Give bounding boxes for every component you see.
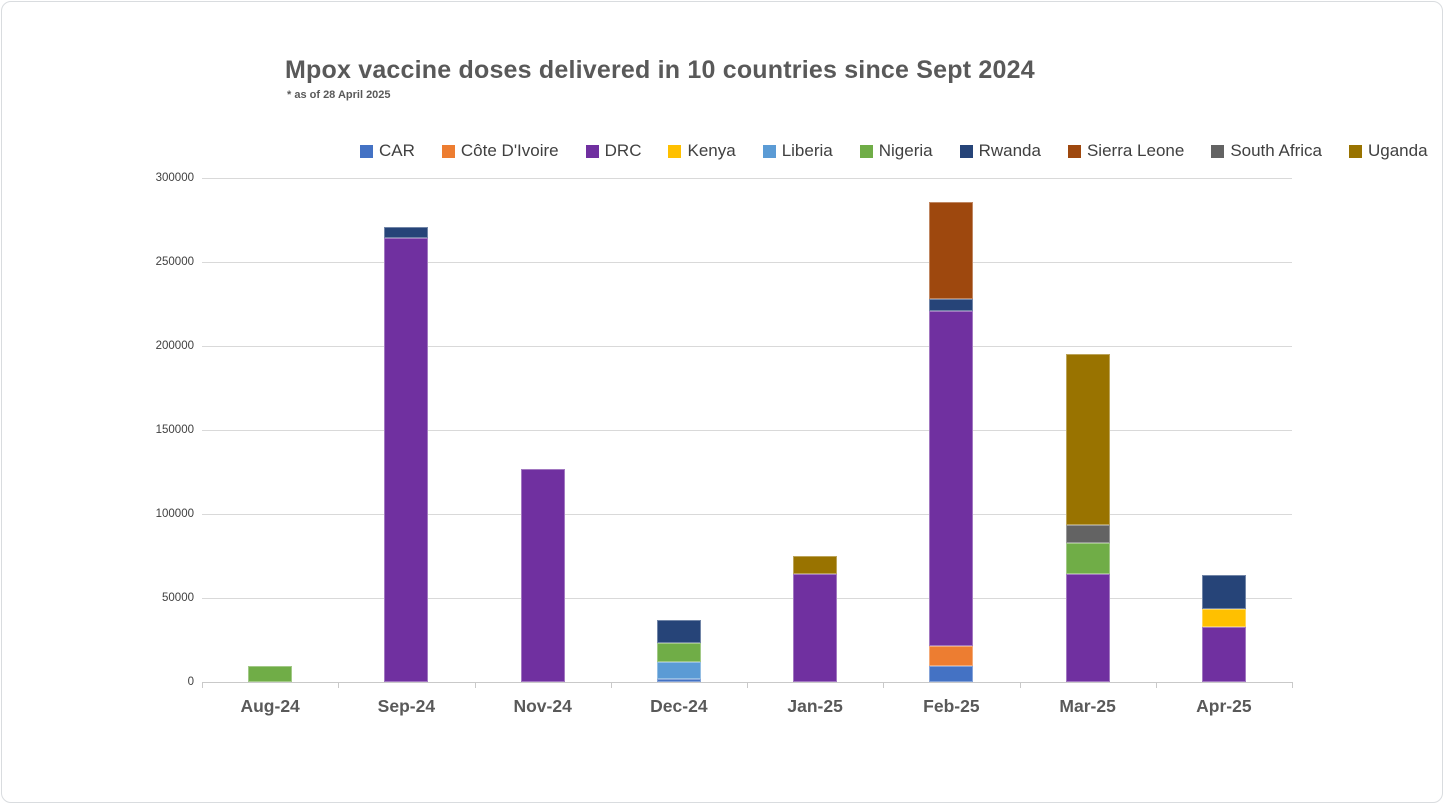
legend-label-sierra-leone: Sierra Leone bbox=[1086, 141, 1185, 160]
liberia-swatch-icon bbox=[762, 144, 776, 158]
plot-area bbox=[202, 178, 1293, 688]
x-tick-label-feb-25: Feb-25 bbox=[923, 696, 980, 716]
bar-segment-mar-25-uganda bbox=[1065, 353, 1110, 525]
bar-nov-24 bbox=[520, 178, 565, 682]
x-axis-tick bbox=[747, 682, 748, 688]
bar-segment-dec-24-nigeria bbox=[656, 642, 701, 662]
legend-item-kenya: Kenya bbox=[668, 141, 736, 161]
bar-segment-jan-25-drc bbox=[793, 574, 838, 682]
legend-label-c-te-d-ivoire: Côte D'Ivoire bbox=[460, 141, 559, 160]
bar-segment-feb-25-rwanda bbox=[929, 298, 974, 311]
south-africa-swatch-icon bbox=[1211, 144, 1225, 158]
bar-aug-24 bbox=[248, 178, 293, 682]
chart-subtitle: * as of 28 April 2025 bbox=[287, 89, 391, 101]
x-axis-tick bbox=[1155, 682, 1157, 688]
x-axis-tick bbox=[610, 682, 612, 688]
chart-title: Mpox vaccine doses delivered in 10 count… bbox=[285, 56, 1035, 84]
bar-segment-apr-25-drc bbox=[1201, 626, 1246, 682]
x-axis: Aug-24 Sep-24 Nov-24 Dec-24 Jan-25 Feb-25 Mar-… bbox=[202, 696, 1292, 720]
y-tick-label-150000: 150000 bbox=[155, 424, 194, 436]
x-axis-tick bbox=[1292, 682, 1293, 688]
gridline-200000 bbox=[202, 346, 1292, 347]
bar-segment-feb-25-c-te-d-ivoire bbox=[929, 645, 974, 667]
legend-label-car: CAR bbox=[379, 141, 415, 160]
gridline-250000 bbox=[202, 262, 1292, 263]
legend-item-sierra-leone: Sierra Leone bbox=[1067, 141, 1185, 161]
bar-segment-feb-25-drc bbox=[929, 310, 974, 646]
x-tick-label-mar-25: Mar-25 bbox=[1059, 696, 1116, 716]
y-axis: 300000 250000 200000 150000 100000 50000 0 bbox=[62, 172, 194, 688]
kenya-swatch-icon bbox=[668, 144, 682, 158]
legend-label-drc: DRC bbox=[604, 141, 642, 160]
x-axis-tick bbox=[202, 682, 203, 688]
legend-item-c-te-d-ivoire: Côte D'Ivoire bbox=[441, 141, 559, 161]
y-tick-label-300000: 300000 bbox=[155, 172, 194, 184]
bar-segment-nov-24-drc bbox=[520, 468, 565, 682]
legend-item-nigeria: Nigeria bbox=[859, 141, 933, 161]
x-tick-label-jan-25: Jan-25 bbox=[787, 696, 843, 716]
rwanda-swatch-icon bbox=[959, 144, 973, 158]
bar-segment-dec-24-rwanda bbox=[656, 619, 701, 643]
bar-segment-aug-24-nigeria bbox=[248, 666, 293, 682]
y-tick-label-250000: 250000 bbox=[155, 255, 194, 268]
bar-segment-mar-25-nigeria bbox=[1065, 542, 1110, 575]
y-tick-label-50000: 50000 bbox=[162, 592, 194, 604]
bar-segment-mar-25-drc bbox=[1065, 574, 1110, 682]
bar-segment-feb-25-sierra-leone bbox=[929, 201, 974, 299]
legend-item-liberia: Liberia bbox=[762, 141, 833, 161]
x-tick-label-nov-24: Nov-24 bbox=[513, 696, 572, 716]
bar-sep-24 bbox=[384, 178, 429, 682]
bar-apr-25 bbox=[1201, 178, 1246, 682]
bar-segment-sep-24-drc bbox=[384, 238, 429, 682]
legend-label-kenya: Kenya bbox=[687, 141, 736, 160]
legend-item-uganda: Uganda bbox=[1348, 141, 1428, 161]
bar-segment-apr-25-kenya bbox=[1201, 608, 1246, 627]
bar-feb-25 bbox=[929, 178, 974, 682]
y-tick-label-100000: 100000 bbox=[155, 507, 194, 520]
bar-segment-feb-25-car bbox=[929, 666, 974, 682]
bar-segment-apr-25-rwanda bbox=[1201, 575, 1246, 609]
c-te-d-ivoire-swatch-icon bbox=[441, 144, 455, 158]
bar-dec-24 bbox=[656, 178, 701, 682]
x-tick-label-aug-24: Aug-24 bbox=[240, 696, 300, 716]
legend-item-car: CAR bbox=[360, 141, 415, 161]
y-tick-label-200000: 200000 bbox=[155, 339, 194, 352]
x-tick-label-sep-24: Sep-24 bbox=[377, 696, 436, 716]
gridline-150000 bbox=[202, 430, 1292, 431]
bar-segment-mar-25-south-africa bbox=[1065, 524, 1110, 543]
legend-label-south-africa: South Africa bbox=[1230, 141, 1322, 160]
legend-item-rwanda: Rwanda bbox=[959, 141, 1041, 161]
nigeria-swatch-icon bbox=[859, 144, 873, 158]
bar-segment-jan-25-uganda bbox=[793, 556, 838, 575]
legend-label-uganda: Uganda bbox=[1367, 141, 1428, 160]
gridline-100000 bbox=[202, 514, 1292, 515]
car-swatch-icon bbox=[360, 144, 373, 158]
gridline-50000 bbox=[202, 598, 1292, 599]
legend-label-nigeria: Nigeria bbox=[878, 141, 933, 160]
x-tick-label-apr-25: Apr-25 bbox=[1196, 696, 1252, 716]
legend-item-south-africa: South Africa bbox=[1211, 141, 1322, 161]
bar-segment-sep-24-rwanda bbox=[384, 226, 429, 239]
bar-mar-25 bbox=[1065, 178, 1110, 682]
legend-item-drc: DRC bbox=[585, 141, 642, 161]
legend-label-liberia: Liberia bbox=[781, 141, 833, 160]
bar-segment-dec-24-car bbox=[656, 678, 701, 682]
x-tick-label-dec-24: Dec-24 bbox=[650, 696, 708, 716]
x-axis-tick bbox=[338, 682, 340, 688]
y-tick-label-0: 0 bbox=[187, 676, 194, 688]
sierra-leone-swatch-icon bbox=[1067, 144, 1081, 158]
bar-segment-dec-24-liberia bbox=[656, 661, 701, 679]
drc-swatch-icon bbox=[585, 144, 599, 158]
x-axis-tick bbox=[474, 682, 476, 688]
gridline-300000 bbox=[202, 178, 1292, 179]
x-axis-tick bbox=[883, 682, 885, 688]
x-axis-tick bbox=[1019, 682, 1021, 688]
legend-label-rwanda: Rwanda bbox=[978, 141, 1041, 160]
uganda-swatch-icon bbox=[1348, 144, 1362, 158]
chart-legend: CAR Côte D'Ivoire DRC Kenya Liberia Nigeria Rw… bbox=[360, 140, 1428, 162]
bar-jan-25 bbox=[793, 178, 838, 682]
